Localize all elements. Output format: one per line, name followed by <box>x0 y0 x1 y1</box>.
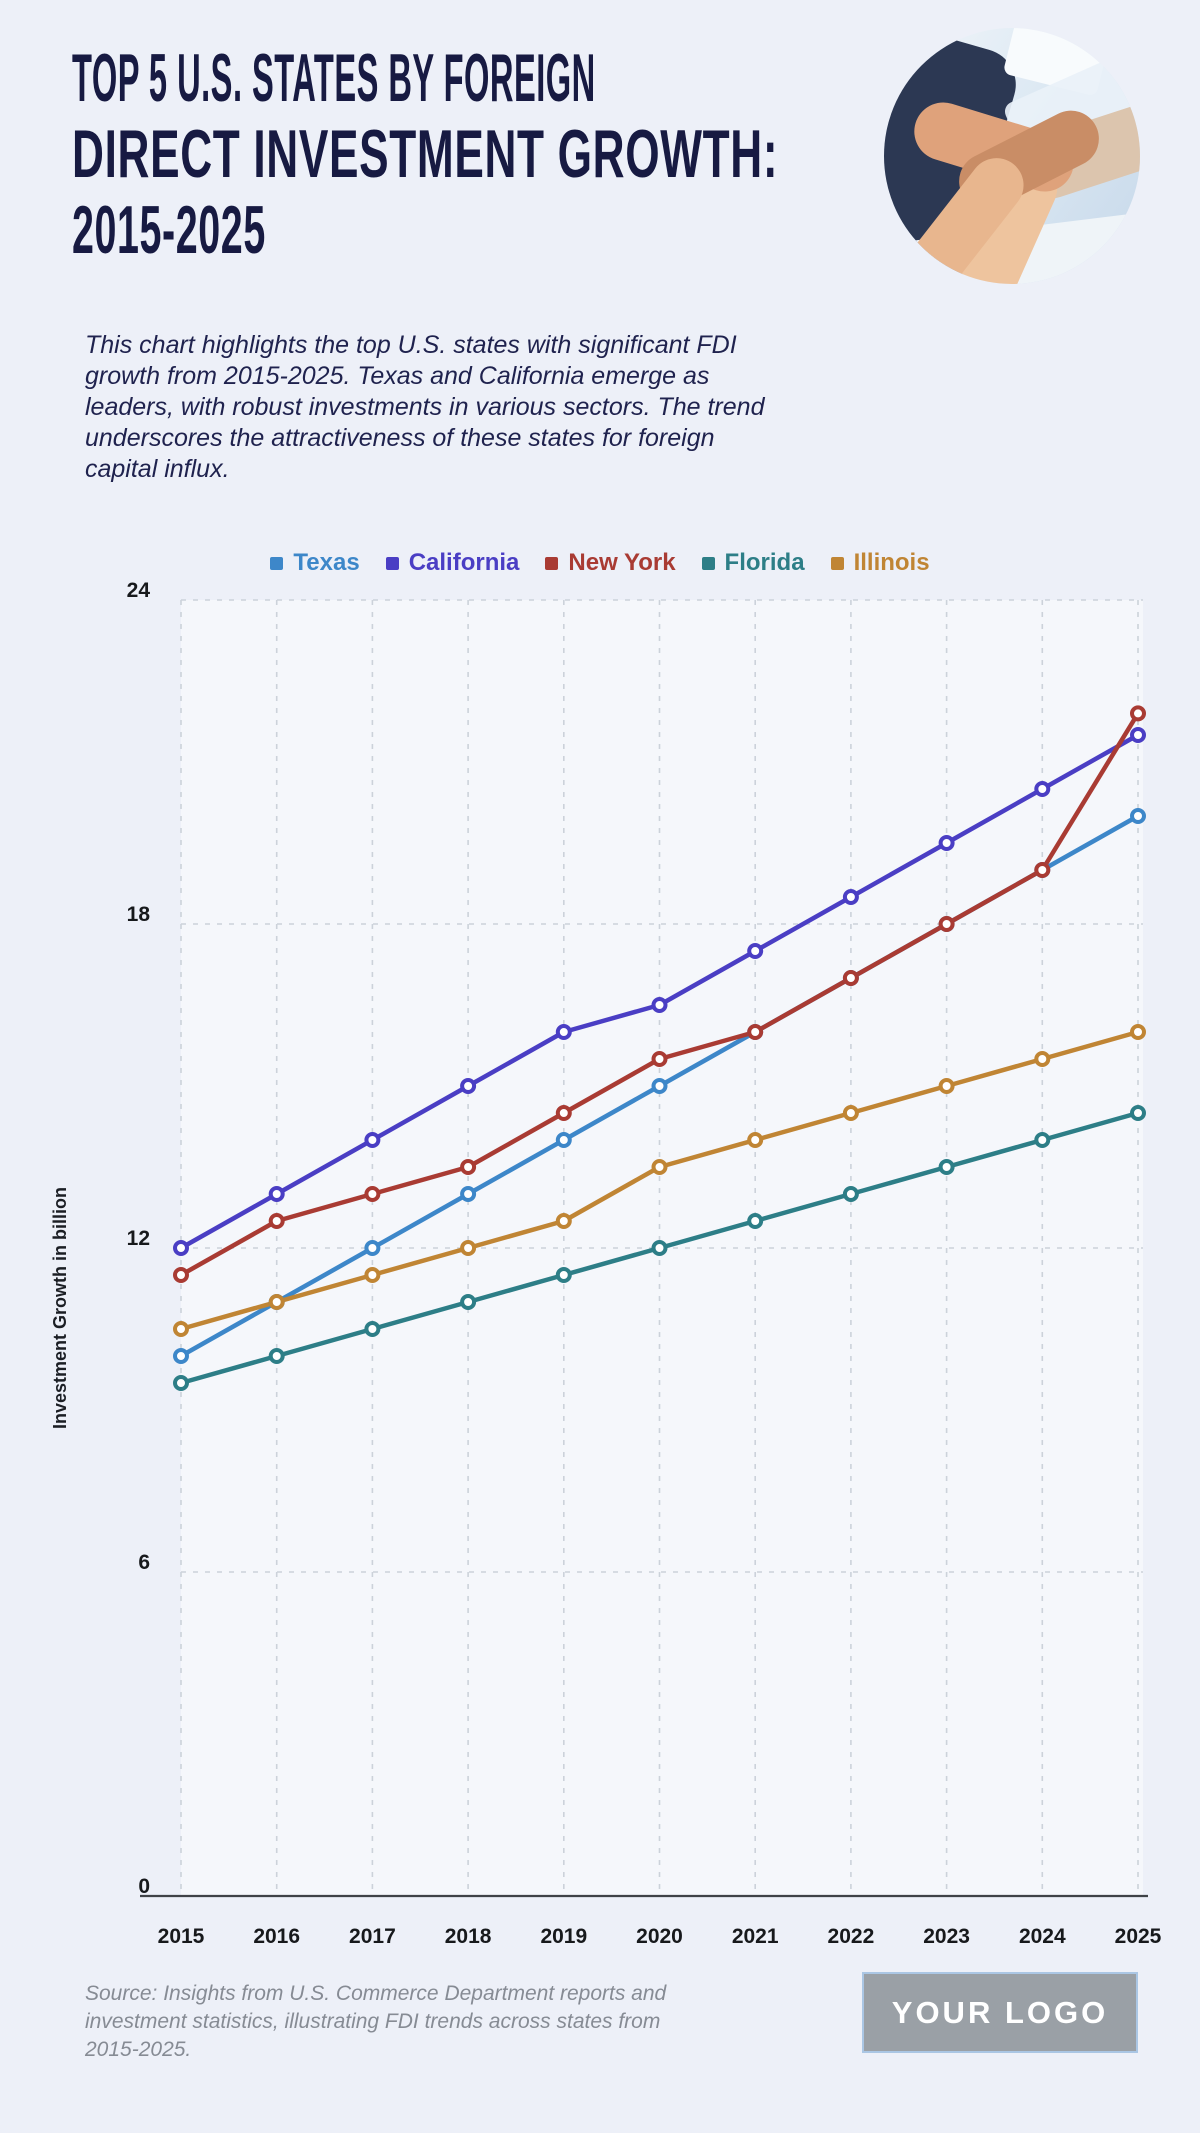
legend-swatch-icon <box>545 556 559 570</box>
data-point-new-york-2016 <box>268 1213 285 1229</box>
data-point-california-2018 <box>460 1078 477 1094</box>
data-point-illinois-2022 <box>842 1105 859 1121</box>
legend-item-illinois: Illinois <box>830 549 930 577</box>
legend-item-california: California <box>385 549 520 577</box>
data-point-new-york-2018 <box>460 1159 477 1175</box>
legend-swatch-icon <box>385 556 399 570</box>
data-point-texas-2020 <box>651 1078 668 1094</box>
data-point-illinois-2015 <box>173 1321 189 1337</box>
data-point-texas-2015 <box>173 1348 189 1364</box>
title-line-3: 2015-2025 <box>72 192 266 268</box>
data-point-new-york-2024 <box>1034 862 1051 878</box>
y-tick-label: 12 <box>127 1227 150 1250</box>
data-point-texas-2018 <box>460 1186 477 1202</box>
data-point-texas-2017 <box>364 1240 381 1256</box>
x-tick-label: 2020 <box>636 1925 683 1948</box>
data-point-illinois-2023 <box>938 1078 955 1094</box>
data-point-florida-2020 <box>651 1240 668 1256</box>
x-tick-label: 2024 <box>1019 1925 1066 1948</box>
data-point-florida-2025 <box>1130 1105 1146 1121</box>
data-point-california-2025 <box>1130 727 1146 743</box>
source-note: Source: Insights from U.S. Commerce Depa… <box>85 1982 667 2061</box>
legend-label: Texas <box>293 549 360 576</box>
data-point-california-2017 <box>364 1132 381 1148</box>
legend-label: New York <box>568 549 676 576</box>
data-point-new-york-2022 <box>842 970 859 986</box>
data-point-illinois-2018 <box>460 1240 477 1256</box>
data-point-florida-2019 <box>555 1267 572 1283</box>
data-point-texas-2019 <box>555 1132 572 1148</box>
x-tick-label: 2025 <box>1115 1925 1162 1948</box>
data-point-illinois-2017 <box>364 1267 381 1283</box>
y-tick-label: 6 <box>138 1551 150 1574</box>
data-point-florida-2016 <box>268 1348 285 1364</box>
data-point-illinois-2016 <box>268 1294 285 1310</box>
data-point-illinois-2025 <box>1130 1024 1146 1040</box>
title-line-1: TOP 5 U.S. STATES BY FOREIGN <box>72 40 596 116</box>
data-point-california-2023 <box>938 835 955 851</box>
x-tick-label: 2015 <box>158 1925 205 1948</box>
logo-placeholder: YOUR LOGO <box>862 1972 1138 2053</box>
y-tick-label: 18 <box>127 903 151 926</box>
data-point-florida-2022 <box>842 1186 859 1202</box>
legend-label: Florida <box>724 549 805 576</box>
data-point-california-2015 <box>173 1240 189 1256</box>
legend-label: California <box>408 549 520 576</box>
data-point-florida-2024 <box>1034 1132 1051 1148</box>
data-point-texas-2025 <box>1130 808 1146 824</box>
data-point-california-2016 <box>268 1186 285 1202</box>
x-tick-label: 2021 <box>732 1925 779 1948</box>
data-point-california-2020 <box>651 997 668 1013</box>
data-point-florida-2015 <box>173 1375 189 1391</box>
data-point-new-york-2023 <box>938 916 955 932</box>
data-point-california-2019 <box>555 1024 572 1040</box>
data-point-california-2021 <box>747 943 764 959</box>
x-tick-label: 2022 <box>828 1925 875 1948</box>
data-point-california-2022 <box>842 889 859 905</box>
data-point-new-york-2015 <box>173 1267 189 1283</box>
legend-swatch-icon <box>270 556 284 570</box>
x-tick-label: 2023 <box>923 1925 970 1948</box>
chart-legend: Texas California New York Florida Illinois <box>0 549 1200 577</box>
x-tick-label: 2018 <box>445 1925 492 1948</box>
logo-text: YOUR LOGO <box>891 1994 1109 2030</box>
data-point-illinois-2024 <box>1034 1051 1051 1067</box>
data-point-illinois-2020 <box>651 1159 668 1175</box>
legend-swatch-icon <box>701 556 715 570</box>
data-point-new-york-2020 <box>651 1051 668 1067</box>
legend-label: Illinois <box>853 549 930 576</box>
y-tick-label: 0 <box>138 1875 150 1898</box>
data-point-florida-2023 <box>938 1159 955 1175</box>
x-tick-label: 2016 <box>253 1925 300 1948</box>
title-line-2: DIRECT INVESTMENT GROWTH: <box>72 116 779 192</box>
legend-item-new-york: New York <box>545 549 676 577</box>
data-point-illinois-2019 <box>555 1213 572 1229</box>
data-point-florida-2017 <box>364 1321 381 1337</box>
legend-item-texas: Texas <box>270 549 360 577</box>
data-point-florida-2021 <box>747 1213 764 1229</box>
chart-description: This chart highlights the top U.S. state… <box>85 331 765 483</box>
line-chart-canvas: 0 6 12 18 24 2015 2016 2017 2018 2019 2020 2021 2022… <box>127 579 1162 1948</box>
legend-swatch-icon <box>830 556 844 570</box>
data-point-california-2024 <box>1034 781 1051 797</box>
page-title: TOP 5 U.S. STATES BY FOREIGN DIRECT INVE… <box>72 40 1172 268</box>
data-point-florida-2018 <box>460 1294 477 1310</box>
data-point-new-york-2019 <box>555 1105 572 1121</box>
team-hands-photo <box>884 28 1140 284</box>
data-point-new-york-2017 <box>364 1186 381 1202</box>
legend-item-florida: Florida <box>701 549 805 577</box>
data-point-illinois-2021 <box>747 1132 764 1148</box>
x-tick-label: 2019 <box>540 1925 587 1948</box>
data-point-new-york-2025 <box>1130 705 1146 722</box>
data-point-new-york-2021 <box>747 1024 764 1040</box>
y-tick-label: 24 <box>127 579 151 602</box>
x-tick-label: 2017 <box>349 1925 396 1948</box>
